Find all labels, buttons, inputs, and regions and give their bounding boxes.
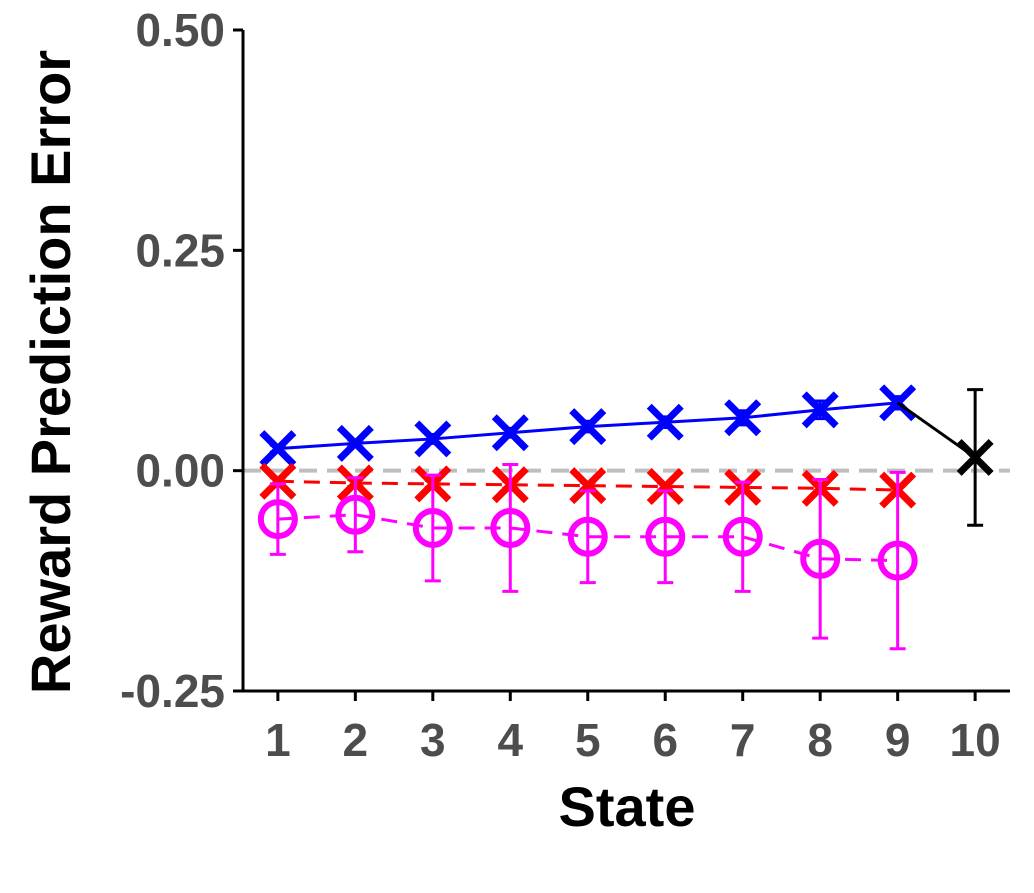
data-point <box>646 468 684 506</box>
data-point <box>569 467 607 505</box>
data-point <box>257 499 298 540</box>
data-point <box>335 494 376 535</box>
data-point <box>412 507 453 548</box>
y-tick-label: 0.00 <box>135 445 225 497</box>
data-point <box>956 438 994 476</box>
x-tick-label: 10 <box>950 714 1001 766</box>
x-tick-label: 7 <box>730 714 756 766</box>
y-axis-title: Reward Prediction Error <box>19 50 82 694</box>
x-tick-label: 9 <box>885 714 911 766</box>
x-tick-label: 2 <box>343 714 369 766</box>
x-tick-label: 3 <box>420 714 446 766</box>
data-point <box>724 399 762 437</box>
data-point <box>722 516 763 557</box>
x-axis-title: State <box>559 775 696 838</box>
series-line <box>277 513 898 563</box>
x-tick-label: 8 <box>807 714 833 766</box>
y-tick-label: -0.25 <box>120 665 225 717</box>
data-point <box>491 414 529 452</box>
data-point <box>645 516 686 557</box>
data-point <box>800 538 841 579</box>
y-axis-ticks: -0.25 0.00 0.25 0.50 <box>120 4 243 717</box>
data-point <box>336 424 374 462</box>
data-point <box>877 540 918 581</box>
x-tick-label: 5 <box>575 714 601 766</box>
series-1 <box>259 384 917 468</box>
series-4 <box>896 388 994 527</box>
series-3 <box>257 462 918 651</box>
data-point <box>490 507 531 548</box>
y-tick-label: 0.50 <box>135 4 225 56</box>
data-point <box>569 408 607 446</box>
x-axis-ticks: 1 2 3 4 5 6 7 8 9 10 <box>265 691 1001 766</box>
data-point <box>259 430 297 468</box>
x-tick-label: 6 <box>652 714 678 766</box>
series-layer <box>257 384 994 651</box>
data-point <box>801 391 839 429</box>
x-tick-label: 4 <box>497 714 523 766</box>
data-point <box>414 420 452 458</box>
data-point <box>646 403 684 441</box>
y-tick-label: 0.25 <box>135 224 225 276</box>
data-point <box>259 462 297 500</box>
x-tick-label: 1 <box>265 714 291 766</box>
data-point <box>567 516 608 557</box>
